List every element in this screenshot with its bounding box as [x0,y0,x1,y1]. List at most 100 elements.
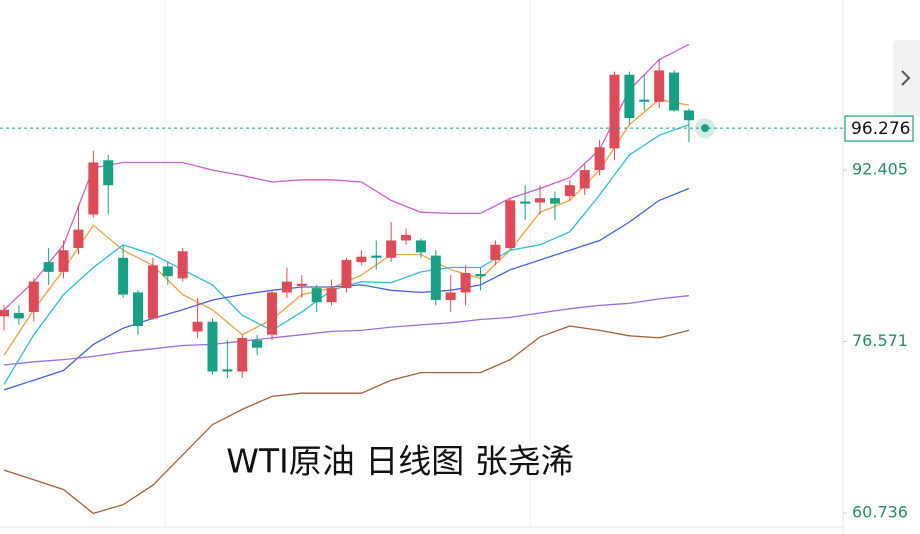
indicator-line [3,325,690,515]
candle-body [73,229,84,249]
price-label-box [844,115,914,142]
chart-title: WTI原油 日线图 张尧浠 [226,442,574,481]
candle-body [222,369,233,372]
candle [356,250,367,266]
candle [445,275,456,312]
candle-body [281,281,292,293]
candle [311,284,322,312]
candle-body [505,200,516,249]
candle-body [267,292,278,335]
candle-body [162,266,173,277]
candle-body [43,262,54,272]
button-bg[interactable] [893,40,920,116]
candle-body [445,292,456,301]
candle [162,262,173,285]
candle [535,185,546,215]
candle-body [579,170,590,189]
candle-body [118,257,129,295]
candle [415,238,426,258]
candle [490,240,501,266]
candle [222,340,233,379]
candle [624,71,635,125]
candle [147,257,158,320]
candle-body [430,255,441,301]
candle-body [490,244,501,260]
candle [28,278,39,322]
candle [296,275,307,298]
candle-body [133,292,144,327]
candle [326,279,337,306]
candle-body [207,321,218,372]
candle [177,248,188,282]
candle [371,240,382,270]
candle-body [13,313,24,319]
candle [669,70,680,112]
candle-body [549,198,560,204]
price-dot [701,124,709,133]
candle [252,334,263,356]
candle-body [564,185,575,197]
candle [13,305,24,325]
candle-body [371,255,382,258]
candle-body [520,201,531,204]
candle-body [341,259,352,289]
chevron-icon[interactable] [901,70,911,86]
candle [505,198,516,251]
y-tick-label: 60.736 [852,503,908,522]
candle-body [296,283,307,286]
candle-body [58,250,69,272]
candle-body [683,110,694,121]
candle-body [147,265,158,319]
price-label: 96.276 [851,119,910,139]
candle [341,257,352,293]
y-tick-label: 92.405 [852,159,908,178]
indicator-line [3,295,689,366]
candle-body [460,272,471,293]
candle [609,71,620,161]
candle-body [535,198,546,203]
candle [654,58,665,109]
candle-body [624,74,635,119]
candle [594,139,605,176]
candle-body [475,274,486,277]
candle-body [356,256,367,263]
candle [133,290,144,335]
candle-body [654,70,665,102]
candle-body [0,309,9,317]
candle-body [415,240,426,253]
candle [237,334,248,379]
candle [460,265,471,306]
candle [192,297,203,338]
candle [520,185,531,220]
candle [267,290,278,341]
candle [73,204,84,255]
candle [207,318,218,375]
candle-body [639,99,650,102]
candle [88,150,99,218]
candle [386,222,397,263]
candle-body [252,340,263,348]
candle-body [237,337,248,372]
expand-button[interactable] [893,40,920,116]
candle-body [28,281,39,312]
candle [430,250,441,306]
candle-body [669,72,680,111]
candle [43,248,54,285]
indicator-line [3,43,690,311]
candle [58,240,69,279]
candle [281,267,292,298]
candle [549,191,560,220]
candle [579,164,590,195]
candle-body [609,74,620,149]
candle [639,74,650,111]
candle-body [594,147,605,171]
candle [103,154,114,215]
candle-body [386,240,397,258]
candle [118,244,129,298]
candle-body [311,288,322,303]
candle-body [401,235,412,241]
candle [0,305,9,331]
indicator-line [3,98,690,356]
